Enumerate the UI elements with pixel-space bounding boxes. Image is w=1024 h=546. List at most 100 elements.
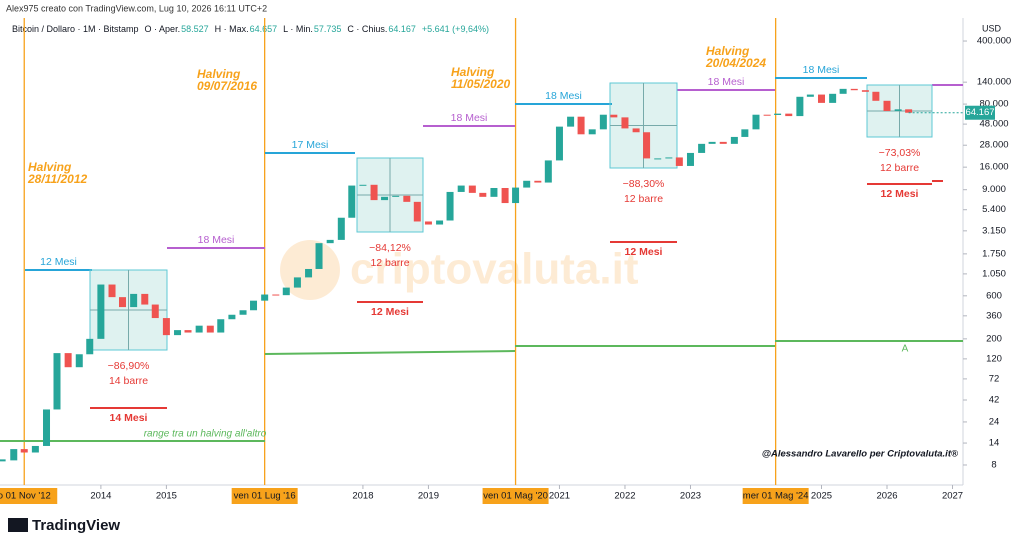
candle xyxy=(282,287,290,296)
x-tick-label: 2014 xyxy=(90,491,111,502)
candle xyxy=(108,284,116,298)
candle xyxy=(53,353,61,410)
candle xyxy=(817,94,825,103)
x-marker-label: mer 01 Mag '24 xyxy=(743,491,809,502)
x-tick-label: 2023 xyxy=(680,491,701,502)
drawdown-bars: 12 barre xyxy=(880,162,919,174)
drawdown-bars: 12 barre xyxy=(370,257,409,269)
watermark-text: criptovaluta.it xyxy=(350,245,639,294)
y-tick-label: 9.000 xyxy=(982,184,1006,195)
range-marker: A xyxy=(902,344,909,355)
x-marker-box xyxy=(742,488,809,504)
ohlc-name: O · Aper. xyxy=(145,24,181,34)
candle xyxy=(796,96,804,117)
bear-range-label: 12 Mesi xyxy=(371,306,409,318)
last-price-box xyxy=(965,105,995,120)
candle xyxy=(392,195,400,197)
candle xyxy=(872,91,880,101)
y-tick-label: 80.000 xyxy=(979,99,1008,110)
y-tick-label: 3.150 xyxy=(982,225,1006,236)
accumulation-range-label: 18 Mesi xyxy=(198,234,235,246)
candle xyxy=(883,100,891,112)
drawdown-change: −88,30% xyxy=(623,178,665,190)
ohlc-value: 64.167 xyxy=(388,24,416,34)
x-marker-box xyxy=(482,488,549,504)
candle xyxy=(20,449,28,453)
candle xyxy=(162,318,170,336)
ohlc-value: 64.657 xyxy=(250,24,278,34)
peak-range-label: 12 Mesi xyxy=(40,256,77,268)
candle xyxy=(599,114,607,130)
candle xyxy=(654,158,662,160)
x-tick-label: 2019 xyxy=(418,491,439,502)
candle xyxy=(686,152,694,166)
candle xyxy=(643,132,651,159)
y-tick-label: 24 xyxy=(989,416,1000,427)
brand-icon xyxy=(8,518,28,532)
change: +5.641 (+9,64%) xyxy=(422,24,489,34)
chart-legend: Bitcoin / Dollaro · 1M · Bitstamp O · Ape… xyxy=(12,24,489,34)
x-marker-box xyxy=(231,488,298,504)
drawdown-change: −73,03% xyxy=(879,147,921,159)
y-tick-label: 28.000 xyxy=(979,140,1008,151)
peak-range-label: 18 Mesi xyxy=(803,64,840,76)
candle xyxy=(774,113,782,115)
candle xyxy=(381,196,389,201)
candle xyxy=(130,293,138,308)
candle xyxy=(894,109,902,112)
candle xyxy=(217,319,225,333)
drawdown-change: −86,90% xyxy=(108,360,150,372)
candle xyxy=(806,94,814,97)
peak-range-label: 17 Mesi xyxy=(292,139,329,151)
candle xyxy=(315,243,323,269)
candle xyxy=(675,157,683,166)
candle xyxy=(741,129,749,137)
candle xyxy=(490,187,498,197)
candle xyxy=(305,268,313,278)
candle xyxy=(763,114,771,116)
peak-range-label: 18 Mesi xyxy=(545,90,582,102)
drawdown-bars: 12 barre xyxy=(624,193,663,205)
last-price-label: 64.167 xyxy=(965,107,994,118)
bear-range-label: 12 Mesi xyxy=(881,188,919,200)
x-tick-label: 2027 xyxy=(942,491,963,502)
candle xyxy=(97,284,105,339)
y-tick-label: 1.050 xyxy=(982,268,1006,279)
candle xyxy=(632,128,640,133)
halving-range-line xyxy=(264,350,516,355)
candle xyxy=(141,293,149,305)
candle xyxy=(577,116,585,135)
candle xyxy=(119,297,127,308)
candle xyxy=(206,325,214,333)
candle xyxy=(413,201,421,222)
brand-logo: TradingView xyxy=(8,517,120,534)
candle xyxy=(567,116,575,127)
candle xyxy=(719,141,727,144)
candle xyxy=(861,90,869,92)
candle xyxy=(850,88,858,91)
x-marker-label: ven 01 Mag '20 xyxy=(483,491,548,502)
halving-title: Halving xyxy=(451,65,495,79)
x-tick-label: 2022 xyxy=(614,491,635,502)
accumulation-range-label: 18 Mesi xyxy=(451,112,488,124)
candle xyxy=(479,192,487,197)
y-tick-label: 400.000 xyxy=(977,36,1011,47)
halving-date: 20/04/2024 xyxy=(705,56,766,70)
candle xyxy=(228,314,236,320)
drawdown-bars: 14 barre xyxy=(109,375,148,387)
halving-date: 28/11/2012 xyxy=(27,172,87,186)
x-tick-label: 2026 xyxy=(876,491,897,502)
candle xyxy=(43,409,51,446)
drawdown-change: −84,12% xyxy=(369,242,411,254)
x-marker-label: o 01 Nov '12 xyxy=(0,491,51,502)
y-tick-label: 42 xyxy=(989,395,1000,406)
y-tick-label: 1.750 xyxy=(982,248,1006,259)
candle xyxy=(555,126,563,161)
accumulation-range-label: 18 Mesi xyxy=(708,76,745,88)
ohlc-name: H · Max. xyxy=(215,24,249,34)
candle xyxy=(785,113,793,117)
candle xyxy=(337,217,345,240)
ohlc-name: C · Chius. xyxy=(347,24,387,34)
